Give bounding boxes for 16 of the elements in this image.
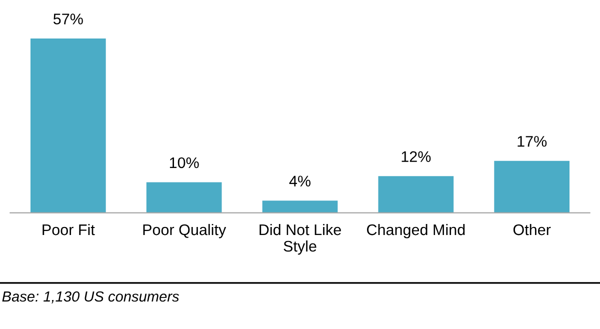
x-tick-label: Changed Mind — [367, 224, 465, 238]
text: Base: 1,130 US consumers — [2, 291, 180, 304]
data-label: 4% — [289, 176, 310, 186]
data-label: 57% — [53, 14, 83, 24]
x-tick-label: Poor Fit — [42, 224, 95, 236]
x-tick-label: Poor Quality — [143, 224, 226, 238]
data-label: 10% — [170, 157, 199, 168]
bar — [146, 182, 222, 213]
data-label: 12% — [402, 151, 431, 162]
bar — [30, 38, 106, 213]
data-label: 17% — [518, 136, 547, 147]
bar — [262, 200, 338, 213]
x-tick-label: Other — [513, 224, 551, 236]
x-tick-label: Did Not Like Style — [260, 224, 341, 255]
bar — [378, 176, 454, 213]
bar — [494, 160, 570, 213]
